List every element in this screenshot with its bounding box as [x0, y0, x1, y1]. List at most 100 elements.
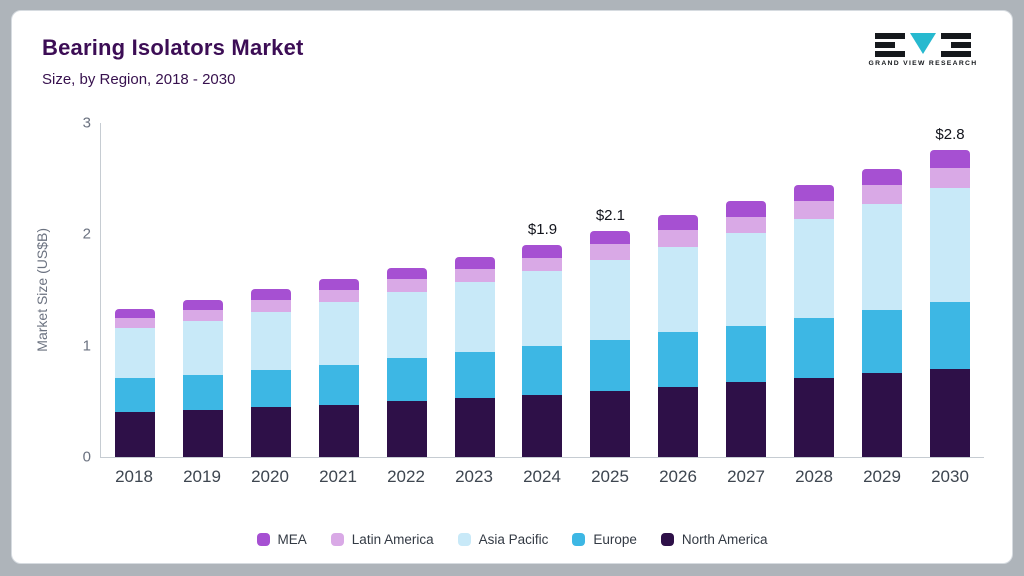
bar-stack [930, 149, 971, 457]
bar-segment-north-america [862, 373, 903, 457]
bar-segment-latin-america [318, 290, 359, 303]
bar-segment-north-america [726, 382, 767, 457]
bar-segment-asia-pacific [862, 204, 903, 311]
bar-segment-mea [250, 288, 291, 301]
bar-segment-north-america [114, 412, 155, 457]
x-axis-label: 2024 [523, 467, 561, 486]
bar-segment-europe [318, 364, 359, 405]
bar-segment-mea [114, 308, 155, 318]
bar-segment-mea [658, 215, 699, 230]
bar-segment-north-america [318, 404, 359, 457]
legend-label: Europe [593, 532, 637, 547]
bar-segment-latin-america [182, 310, 223, 322]
bar-stack [658, 215, 699, 457]
bar-column-2030: $2.8 [916, 123, 984, 457]
bar-column-2024: $1.9 [509, 123, 577, 457]
chart-title: Bearing Isolators Market [42, 35, 304, 60]
legend-item-mea: MEA [256, 532, 307, 547]
bar-segment-europe [930, 302, 971, 370]
bar-column-2019 [169, 123, 237, 457]
bar-column-2022 [373, 123, 441, 457]
bar-column-2026 [644, 123, 712, 457]
legend-marker-icon [457, 533, 471, 546]
bar-segment-asia-pacific [658, 246, 699, 333]
bar-segment-europe [522, 345, 563, 395]
legend-label: Asia Pacific [478, 532, 549, 547]
bar-segment-europe [182, 374, 223, 411]
x-axis-label: 2019 [183, 467, 221, 486]
legend-label: North America [681, 532, 768, 547]
bar-segment-asia-pacific [726, 233, 767, 326]
bar-segment-north-america [590, 391, 631, 457]
bar-value-label: $1.9 [527, 221, 558, 239]
bar-stack [726, 200, 767, 457]
bar-column-2018 [101, 123, 169, 457]
x-axis-label: 2029 [863, 467, 901, 486]
bar-column-2025: $2.1 [576, 123, 644, 457]
bar-segment-asia-pacific [930, 187, 971, 303]
bar-segment-north-america [794, 377, 835, 457]
bar-segment-latin-america [726, 216, 767, 234]
bar-stack [522, 245, 563, 457]
bar-segment-europe [862, 310, 903, 374]
legend-marker-icon [256, 533, 270, 546]
bar-segment-europe [454, 352, 495, 398]
bar-segment-latin-america [590, 244, 631, 260]
bar-column-2021 [305, 123, 373, 457]
bar-segment-latin-america [658, 229, 699, 247]
bar-segment-asia-pacific [250, 312, 291, 371]
y-axis-title: Market Size (US$B) [34, 228, 50, 352]
bar-column-2029 [848, 123, 916, 457]
bar-segment-mea [726, 200, 767, 217]
bar-segment-mea [386, 267, 427, 279]
bar-stack [794, 185, 835, 457]
bar-value-label: $2.1 [595, 207, 626, 224]
bar-segment-asia-pacific [522, 271, 563, 346]
bar-stack [386, 267, 427, 457]
legend-label: MEA [277, 532, 307, 547]
bar-column-2023 [441, 123, 509, 457]
bar-column-2020 [237, 123, 305, 457]
bar-segment-asia-pacific [794, 218, 835, 318]
bar-segment-europe [590, 340, 631, 392]
bar-stack [862, 168, 903, 457]
bar-segment-latin-america [386, 278, 427, 293]
x-axis-label: 2025 [591, 467, 629, 486]
bar-segment-mea [522, 245, 563, 258]
bar-segment-asia-pacific [182, 321, 223, 375]
bar-segment-north-america [522, 394, 563, 457]
bar-segment-latin-america [454, 268, 495, 283]
bar-column-2027 [712, 123, 780, 457]
legend-label: Latin America [351, 532, 434, 547]
legend-item-asia-pacific: Asia Pacific [457, 532, 549, 547]
bar-segment-mea [930, 149, 971, 168]
bar-segment-asia-pacific [386, 292, 427, 358]
bar-stack [590, 231, 631, 457]
legend-item-north-america: North America [660, 532, 768, 547]
legend-marker-icon [660, 533, 674, 546]
bar-segment-north-america [386, 401, 427, 457]
x-axis-label: 2027 [727, 467, 765, 486]
bar-segment-north-america [930, 369, 971, 457]
y-tick-label: 3 [82, 114, 91, 132]
grand-view-research-logo: GRAND VIEW RESEARCH [868, 31, 978, 67]
legend-item-europe: Europe [572, 532, 637, 547]
gvr-logo-icon [875, 33, 971, 57]
x-axis-label: 2020 [251, 467, 289, 486]
logo-text: GRAND VIEW RESEARCH [868, 60, 978, 67]
bar-stack [454, 256, 495, 457]
bar-value-label: $2.8 [935, 125, 965, 143]
bar-segment-europe [726, 325, 767, 383]
chart-subtitle: Size, by Region, 2018 - 2030 [42, 71, 236, 88]
bar-segment-europe [250, 370, 291, 407]
x-axis-label: 2026 [659, 467, 697, 486]
bar-segment-north-america [454, 397, 495, 457]
legend: MEA Latin America Asia Pacific Europe North … [12, 532, 1012, 547]
y-tick-label: 2 [82, 225, 91, 243]
bar-segment-north-america [182, 410, 223, 457]
bar-segment-asia-pacific [318, 302, 359, 365]
bar-segment-europe [386, 357, 427, 402]
legend-item-latin-america: Latin America [330, 532, 434, 547]
bar-segment-asia-pacific [114, 327, 155, 378]
x-axis-label: 2028 [795, 467, 833, 486]
